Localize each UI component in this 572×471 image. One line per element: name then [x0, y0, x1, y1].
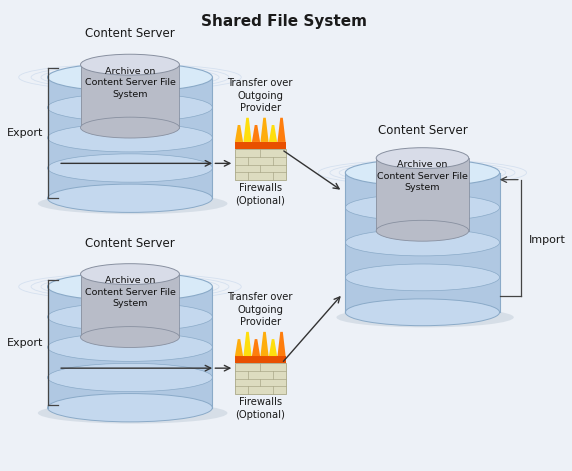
Text: Content Server: Content Server [85, 237, 175, 250]
Polygon shape [252, 125, 260, 142]
Text: Archive on
Content Server File
System: Archive on Content Server File System [377, 161, 468, 192]
Ellipse shape [47, 123, 212, 152]
Ellipse shape [47, 63, 212, 91]
Polygon shape [269, 125, 277, 142]
Text: Archive on
Content Server File
System: Archive on Content Server File System [85, 67, 176, 99]
Ellipse shape [38, 402, 228, 423]
Ellipse shape [47, 333, 212, 361]
Polygon shape [47, 317, 212, 347]
Ellipse shape [336, 307, 514, 327]
Polygon shape [235, 149, 286, 179]
Text: Content Server: Content Server [378, 124, 467, 137]
Polygon shape [244, 332, 252, 356]
Ellipse shape [376, 148, 468, 169]
Polygon shape [235, 142, 286, 149]
Polygon shape [235, 339, 243, 356]
Polygon shape [277, 118, 285, 142]
Polygon shape [81, 65, 180, 128]
Ellipse shape [81, 264, 180, 284]
Text: Import: Import [529, 235, 566, 245]
Polygon shape [47, 77, 212, 107]
Polygon shape [47, 107, 212, 138]
Polygon shape [345, 243, 499, 277]
Polygon shape [345, 277, 499, 312]
Polygon shape [47, 347, 212, 377]
Text: Shared File System: Shared File System [201, 15, 367, 29]
Ellipse shape [47, 363, 212, 391]
Ellipse shape [345, 299, 499, 326]
Ellipse shape [345, 264, 499, 291]
Polygon shape [47, 168, 212, 198]
Text: Export: Export [7, 338, 43, 348]
Ellipse shape [47, 154, 212, 182]
Text: Transfer over
Outgoing
Provider: Transfer over Outgoing Provider [228, 78, 293, 113]
Text: Firewalls
(Optional): Firewalls (Optional) [235, 183, 285, 206]
Polygon shape [235, 356, 286, 364]
Polygon shape [260, 118, 269, 142]
Polygon shape [345, 208, 499, 243]
Ellipse shape [81, 326, 180, 348]
Ellipse shape [47, 93, 212, 122]
Text: Transfer over
Outgoing
Provider: Transfer over Outgoing Provider [228, 292, 293, 327]
Ellipse shape [376, 220, 468, 241]
Polygon shape [277, 332, 285, 356]
Ellipse shape [47, 303, 212, 331]
Polygon shape [244, 118, 252, 142]
Polygon shape [376, 158, 468, 231]
Ellipse shape [47, 394, 212, 422]
Ellipse shape [47, 273, 212, 301]
Ellipse shape [47, 184, 212, 212]
Polygon shape [235, 125, 243, 142]
Ellipse shape [345, 194, 499, 221]
Ellipse shape [345, 159, 499, 186]
Text: Firewalls
(Optional): Firewalls (Optional) [235, 398, 285, 420]
Polygon shape [47, 377, 212, 408]
Ellipse shape [345, 229, 499, 256]
Polygon shape [235, 364, 286, 394]
Polygon shape [269, 339, 277, 356]
Text: Export: Export [7, 128, 43, 138]
Ellipse shape [38, 193, 228, 214]
Text: Content Server: Content Server [85, 27, 175, 41]
Polygon shape [260, 332, 269, 356]
Polygon shape [345, 173, 499, 208]
Polygon shape [47, 287, 212, 317]
Ellipse shape [81, 117, 180, 138]
Polygon shape [47, 138, 212, 168]
Text: Archive on
Content Server File
System: Archive on Content Server File System [85, 276, 176, 309]
Ellipse shape [81, 54, 180, 75]
Polygon shape [252, 339, 260, 356]
Polygon shape [81, 274, 180, 337]
